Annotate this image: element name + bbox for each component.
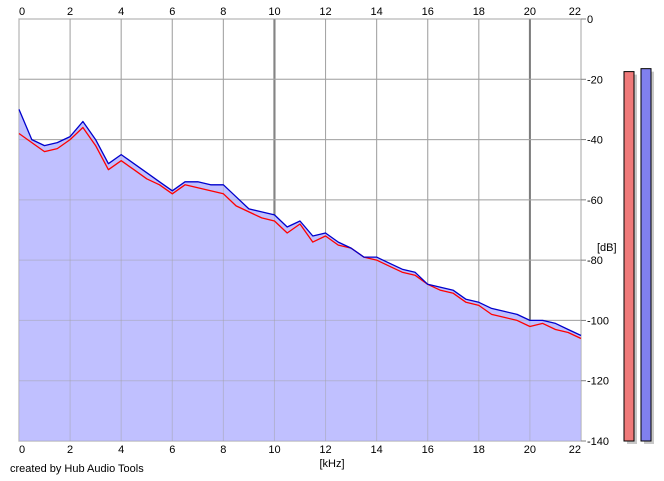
spectrum-fill (18, 18, 582, 442)
y-tick-label: -40 (587, 135, 603, 147)
x-tick-label-top: 8 (220, 6, 226, 18)
x-tick-label-bottom: 22 (569, 444, 581, 456)
x-tick-label-top: 2 (67, 6, 73, 18)
x-tick-label-bottom: 8 (220, 444, 226, 456)
x-tick-label-bottom: 18 (473, 444, 485, 456)
x-tick-label-top: 6 (169, 6, 175, 18)
series-line-2 (18, 109, 582, 337)
y-axis-label: [dB] (597, 242, 617, 254)
x-tick-label-bottom: 14 (371, 444, 383, 456)
x-tick-label-bottom: 2 (67, 444, 73, 456)
series-line-1 (18, 126, 582, 340)
x-tick-label-top: 18 (473, 6, 485, 18)
x-tick-label-top: 10 (268, 6, 280, 18)
x-tick-label-bottom: 20 (524, 444, 536, 456)
y-tick-label: -80 (587, 255, 603, 267)
y-tick-label: -100 (587, 315, 609, 327)
y-tick-label: -20 (587, 74, 603, 86)
level-meter-1 (623, 71, 635, 442)
x-tick-label-top: 14 (371, 6, 383, 18)
x-tick-label-top: 4 (118, 6, 124, 18)
x-tick-label-bottom: 10 (268, 444, 280, 456)
series-lines (18, 109, 582, 340)
x-tick-label-bottom: 4 (118, 444, 124, 456)
spectrum-area (19, 109, 581, 442)
y-tick-label: -60 (587, 195, 603, 207)
x-tick-label-top: 16 (422, 6, 434, 18)
x-tick-label-bottom: 16 (422, 444, 434, 456)
credit-text: created by Hub Audio Tools (10, 463, 144, 475)
x-tick-label-top: 12 (319, 6, 331, 18)
x-tick-label-bottom: 0 (19, 444, 25, 456)
x-tick-label-top: 22 (569, 6, 581, 18)
x-tick-label-bottom: 6 (169, 444, 175, 456)
y-tick-label: 0 (587, 14, 593, 26)
x-tick-label-bottom: 12 (319, 444, 331, 456)
level-meter-2 (640, 68, 652, 442)
x-tick-label-top: 20 (524, 6, 536, 18)
level-meters (623, 68, 654, 445)
x-axis-label: [kHz] (319, 458, 344, 470)
axis-ticks: 002244668810101212141416161818202022220-… (19, 6, 609, 456)
y-tick-label: -120 (587, 376, 609, 388)
x-tick-label-top: 0 (19, 6, 25, 18)
y-tick-label: -140 (587, 436, 609, 448)
